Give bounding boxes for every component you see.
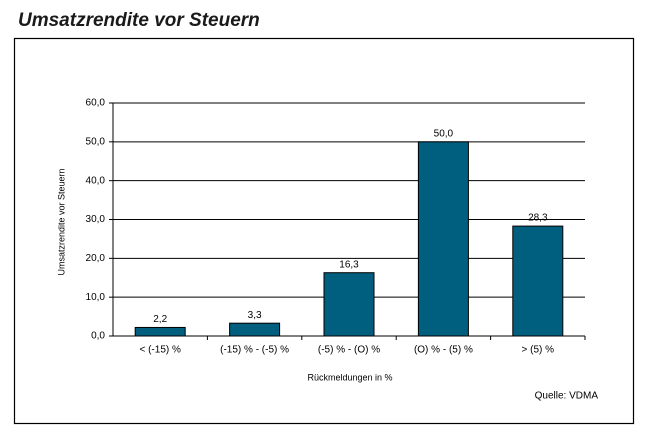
chart-frame	[13, 37, 635, 425]
bar	[323, 272, 375, 337]
x-tick-label: (O) % - (5) %	[414, 345, 473, 356]
bar	[512, 225, 564, 337]
x-tick-label: (-15) % - (-5) %	[220, 345, 289, 356]
y-axis-label: Umsatzrendite vor Steuern	[56, 168, 66, 275]
y-tick-label: 20,0	[86, 253, 106, 264]
bar	[134, 326, 186, 337]
x-tick-label: > (5) %	[522, 345, 555, 356]
value-label: 2,2	[153, 314, 167, 325]
source-note: Quelle: VDMA	[535, 391, 599, 402]
value-label: 28,3	[528, 213, 548, 224]
chart-title: Umsatzrendite vor Steuern	[18, 10, 260, 31]
x-tick-label: (-5) % - (O) %	[318, 345, 380, 356]
bar	[417, 141, 469, 337]
value-label: 16,3	[339, 259, 359, 270]
y-tick-label: 30,0	[86, 214, 106, 225]
x-axis-label: Rückmeldungen in %	[307, 372, 392, 382]
x-tick-label: < (-15) %	[139, 345, 181, 356]
y-tick-label: 0,0	[91, 331, 105, 342]
y-tick-label: 50,0	[86, 136, 106, 147]
y-tick-label: 60,0	[86, 98, 106, 109]
value-label: 50,0	[434, 128, 454, 139]
y-tick-label: 40,0	[86, 175, 106, 186]
bar	[229, 322, 281, 337]
value-label: 3,3	[248, 310, 262, 321]
y-tick-label: 10,0	[86, 292, 106, 303]
